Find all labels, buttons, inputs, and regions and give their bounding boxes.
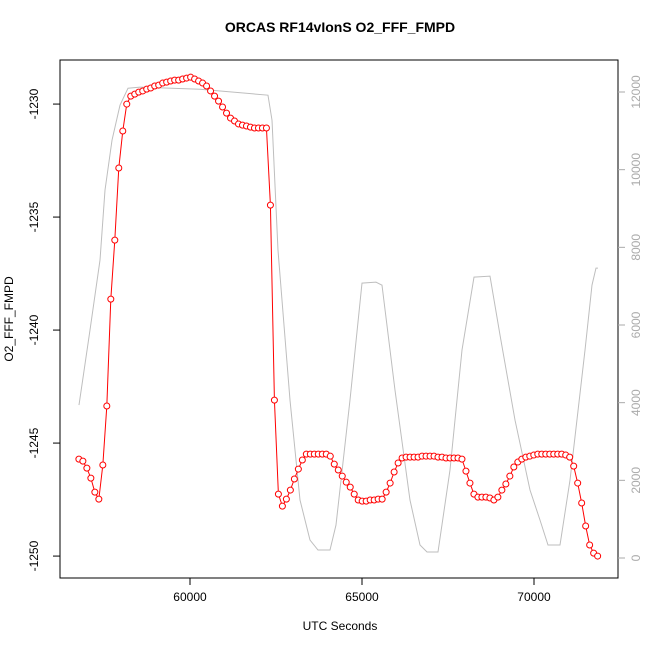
data-point — [346, 483, 354, 491]
y2-tick-label: 6000 — [629, 311, 643, 338]
data-point — [510, 463, 518, 471]
data-point — [342, 478, 350, 486]
data-point — [115, 164, 123, 172]
data-point — [462, 467, 470, 475]
data-point — [119, 127, 127, 135]
data-line — [78, 86, 598, 553]
data-point — [294, 465, 302, 473]
data-point — [350, 490, 358, 498]
y-tick-label: -1245 — [27, 427, 41, 458]
data-point — [286, 486, 294, 494]
data-point — [386, 479, 394, 487]
data-point — [103, 402, 111, 410]
data-point — [91, 488, 99, 496]
plot-frame — [59, 59, 619, 579]
data-point — [266, 201, 274, 209]
data-point — [494, 493, 502, 501]
y2-tick-label: 4000 — [629, 389, 643, 416]
data-point — [270, 396, 278, 404]
data-point — [203, 82, 211, 90]
data-point — [87, 474, 95, 482]
data-point — [211, 92, 219, 100]
data-point — [123, 100, 131, 108]
data-point — [566, 453, 574, 461]
data-point — [394, 459, 402, 467]
data-point — [582, 522, 590, 530]
data-point — [290, 475, 298, 483]
data-point — [574, 479, 582, 487]
data-point — [111, 236, 119, 244]
data-point — [219, 103, 227, 111]
y-tick-label: -1250 — [27, 540, 41, 571]
data-point — [594, 552, 602, 560]
y-axis-label: O2_FFF_FMPD — [2, 276, 16, 362]
data-point — [107, 295, 115, 303]
data-point — [79, 457, 87, 465]
data-point — [498, 486, 506, 494]
data-point — [458, 455, 466, 463]
data-line — [78, 76, 598, 557]
data-point — [330, 460, 338, 468]
data-point — [282, 495, 290, 503]
data-point — [95, 495, 103, 503]
data-point — [274, 490, 282, 498]
y-tick-label: -1235 — [27, 201, 41, 232]
y-tick-label: -1230 — [27, 88, 41, 119]
data-point — [466, 479, 474, 487]
data-point — [99, 461, 107, 469]
data-point — [83, 464, 91, 472]
data-point — [278, 502, 286, 510]
data-point — [506, 472, 514, 480]
data-point — [570, 462, 578, 470]
data-point — [382, 488, 390, 496]
data-point — [586, 541, 594, 549]
y-tick-label: -1240 — [27, 314, 41, 345]
y2-tick-label: 12000 — [629, 75, 643, 109]
x-tick-label: 65000 — [345, 590, 379, 604]
x-tick-label: 60000 — [173, 590, 207, 604]
y2-tick-label: 0 — [629, 554, 643, 561]
data-point — [223, 109, 231, 117]
data-point — [338, 472, 346, 480]
data-point — [390, 468, 398, 476]
data-point — [378, 495, 386, 503]
x-axis-label: UTC Seconds — [303, 619, 378, 633]
data-point — [262, 124, 270, 132]
data-point — [578, 499, 586, 507]
data-point — [334, 466, 342, 474]
y2-tick-label: 8000 — [629, 234, 643, 261]
data-point — [326, 452, 334, 460]
chart-title: ORCAS RF14vIonS O2_FFF_FMPD — [225, 19, 455, 35]
data-point — [207, 87, 215, 95]
y2-tick-label: 10000 — [629, 153, 643, 187]
data-point — [298, 456, 306, 464]
data-point — [215, 97, 223, 105]
x-tick-label: 70000 — [517, 590, 551, 604]
y2-tick-label: 2000 — [629, 467, 643, 494]
data-point — [502, 480, 510, 488]
